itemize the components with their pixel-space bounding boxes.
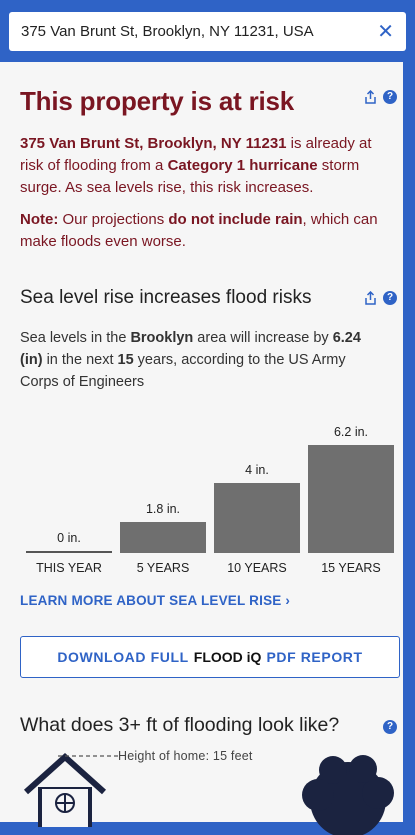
sea-level-chart: 0 in. THIS YEAR 1.8 in. 5 YEARS 4 in. 10 YEAR… (20, 413, 394, 583)
risk-address: 375 Van Brunt St, Brooklyn, NY 11231 (20, 135, 287, 152)
tree-icon (302, 755, 394, 835)
home-height-label: Height of home: 15 feet (118, 749, 253, 763)
chart-value-label: 6.2 in. (333, 425, 369, 439)
chart-value-label: 0 in. (57, 531, 81, 545)
close-icon[interactable]: ✕ (377, 20, 394, 43)
risk-header: This property is at risk ? (20, 62, 397, 117)
hurricane-category: Category 1 hurricane (167, 157, 318, 174)
share-icon[interactable] (364, 90, 377, 104)
sea-text-4: years, according to the US Army Corps of… (20, 352, 346, 390)
chart-bar (120, 522, 206, 553)
chart-value-label: 4 in. (245, 463, 269, 477)
sea-level-header: Sea level rise increases flood risks ? (20, 287, 397, 309)
note-emphasis: do not include rain (168, 211, 303, 228)
rise-years: 15 (117, 352, 134, 368)
sea-text-3: in the next (42, 352, 118, 368)
risk-description: 375 Van Brunt St, Brooklyn, NY 11231 is … (20, 133, 383, 199)
results-panel: This property is at risk ? 375 Van Brunt… (0, 62, 403, 835)
note-label: Note: (20, 211, 59, 228)
area-name: Brooklyn (130, 330, 194, 346)
sea-text-1: Sea levels in the (20, 330, 131, 346)
help-icon[interactable]: ? (383, 291, 397, 305)
search-bar: ✕ (0, 0, 415, 62)
help-icon[interactable]: ? (383, 90, 397, 104)
risk-title: This property is at risk (20, 86, 295, 116)
download-suffix: PDF REPORT (266, 649, 363, 665)
chart-value-label: 1.8 in. (145, 502, 181, 516)
sea-text-2: area will increase by (193, 330, 333, 346)
risk-text-1: is already at risk of flooding from a (20, 135, 372, 174)
download-report-button[interactable]: DOWNLOAD FULL FLOOD iQ PDF REPORT (20, 636, 400, 678)
sea-level-title: Sea level rise increases flood risks (20, 287, 312, 308)
share-icon[interactable] (364, 291, 377, 305)
rise-amount: 6.24 (in) (20, 330, 361, 368)
sea-level-description: Sea levels in the Brooklyn area will inc… (20, 327, 383, 393)
flood-illustration: Height of home: 15 feet (20, 747, 394, 835)
chart-bar (308, 445, 394, 553)
learn-more-link[interactable]: LEARN MORE ABOUT SEA LEVEL RISE › (20, 593, 291, 608)
search-box[interactable]: ✕ (9, 12, 406, 51)
chart-bar (214, 483, 300, 553)
flooding-header: What does 3+ ft of flooding look like? ? (20, 714, 397, 737)
download-prefix: DOWNLOAD FULL (57, 649, 189, 665)
chart-category-label: THIS YEAR (36, 561, 102, 575)
risk-note: Note: Our projections do not include rai… (20, 209, 383, 253)
height-line (58, 755, 118, 757)
note-text-2: , which can make floods even worse. (20, 211, 378, 250)
note-text-1: Our projections (58, 211, 169, 228)
search-input[interactable] (21, 23, 378, 40)
chart-bar (26, 551, 112, 553)
help-icon[interactable]: ? (383, 720, 397, 734)
scrollbar[interactable] (403, 62, 415, 813)
flooding-title: What does 3+ ft of flooding look like? (20, 714, 340, 736)
chart-category-label: 5 YEARS (136, 561, 190, 575)
chart-category-label: 15 YEARS (321, 561, 381, 575)
chart-category-label: 10 YEARS (227, 561, 287, 575)
risk-actions: ? (364, 90, 397, 104)
risk-text-2: storm surge. As sea levels rise, this ri… (20, 157, 360, 196)
download-brand: FLOOD iQ (193, 649, 262, 665)
sea-level-actions: ? (364, 291, 397, 305)
flooding-actions: ? (383, 720, 397, 734)
